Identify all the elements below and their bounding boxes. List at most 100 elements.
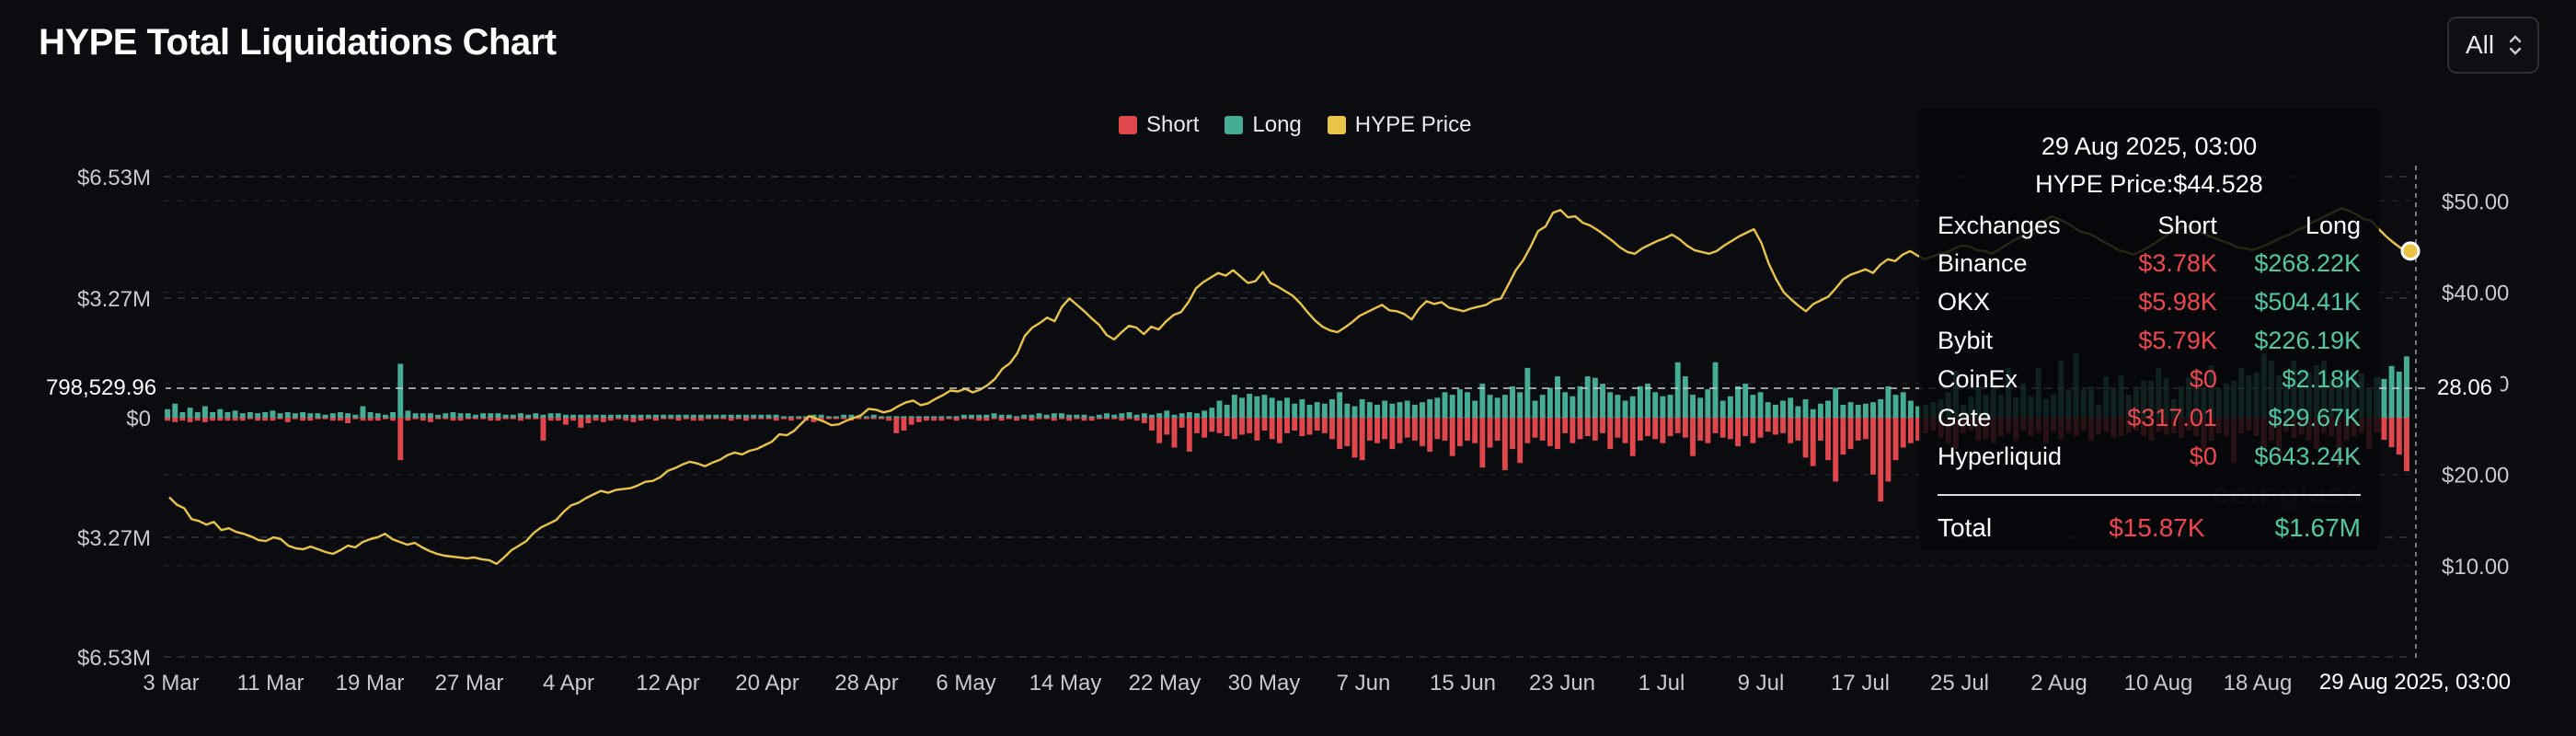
- tooltip-row: Bybit $5.79K $226.19K: [1938, 321, 2361, 360]
- long-bar: [1637, 385, 1643, 418]
- y-left-tick-label: $3.27M: [77, 287, 151, 312]
- y-left-tick-label: $0: [126, 407, 151, 431]
- long-bar: [1074, 414, 1080, 418]
- long-bar: [1600, 384, 1605, 418]
- x-tick-label: 19 Mar: [336, 671, 405, 696]
- short-bar: [1111, 418, 1118, 420]
- short-bar: [1397, 418, 1403, 443]
- long-bar: [1645, 384, 1650, 418]
- long-bar: [1202, 410, 1208, 418]
- long-bar: [1247, 393, 1253, 418]
- tooltip-long: $29.67K: [2268, 403, 2361, 431]
- short-bar: [1570, 418, 1576, 443]
- short-bar: [329, 418, 336, 421]
- long-bar: [848, 414, 855, 418]
- long-bar: [1555, 376, 1560, 418]
- short-bar: [1667, 418, 1673, 437]
- short-bar: [1555, 418, 1560, 450]
- short-bar: [502, 418, 509, 420]
- short-bar: [255, 418, 261, 421]
- short-bar: [352, 418, 359, 420]
- long-bar: [1780, 400, 1786, 418]
- short-bar: [1292, 418, 1298, 431]
- short-bar: [600, 418, 606, 422]
- short-bar: [555, 418, 561, 421]
- x-tick-label: 9 Jul: [1738, 671, 1785, 696]
- time-range-select[interactable]: All: [2447, 17, 2539, 74]
- short-bar: [1029, 418, 1035, 421]
- short-bar: [217, 418, 224, 421]
- tooltip-long: $268.22K: [2254, 248, 2361, 277]
- tooltip-row: OKX $5.98K $504.41K: [1938, 282, 2361, 321]
- short-bar: [179, 418, 186, 421]
- short-bar: [720, 418, 727, 420]
- long-bar: [1269, 397, 1275, 418]
- short-bar: [1539, 418, 1546, 441]
- short-bar: [547, 418, 554, 421]
- short-bar: [367, 418, 374, 421]
- long-bar: [1442, 392, 1448, 418]
- short-bar: [818, 418, 824, 421]
- long-bar: [901, 416, 907, 418]
- short-bar: [2403, 418, 2409, 472]
- short-bar: [1712, 418, 1719, 433]
- long-bar: [938, 416, 945, 418]
- long-bar: [1833, 387, 1839, 418]
- legend-item-price[interactable]: HYPE Price: [1327, 112, 1471, 138]
- long-bar: [645, 414, 651, 418]
- x-tick-label: 14 May: [1029, 671, 1102, 696]
- long-bar: [615, 414, 622, 418]
- short-bar: [540, 418, 546, 441]
- long-bar: [1539, 395, 1546, 418]
- long-bar: [983, 414, 990, 418]
- short-bar: [1366, 418, 1373, 441]
- long-bar: [2388, 365, 2395, 418]
- legend-item-short[interactable]: Short: [1119, 112, 1199, 138]
- short-bar: [1239, 418, 1245, 435]
- short-bar: [270, 418, 276, 421]
- tooltip-row: Gate $317.01 $29.67K: [1938, 398, 2361, 437]
- x-tick-label: 1 Jul: [1639, 671, 1685, 696]
- short-bar: [1517, 418, 1524, 464]
- short-bar: [1119, 418, 1125, 421]
- long-bar: [1104, 413, 1110, 418]
- short-bar: [870, 418, 877, 420]
- short-bar: [1629, 418, 1636, 456]
- tooltip-total-table: Total $15.87K $1.67M: [1938, 509, 2361, 547]
- short-bar: [165, 418, 171, 421]
- long-bar: [1915, 406, 1921, 418]
- legend-item-long[interactable]: Long: [1225, 112, 1302, 138]
- long-bar: [1066, 414, 1073, 418]
- short-bar: [1600, 418, 1605, 433]
- long-bar: [931, 416, 937, 418]
- long-bar: [720, 414, 727, 418]
- long-bar: [1465, 392, 1470, 418]
- long-bar: [1524, 367, 1531, 418]
- long-bar: [1907, 400, 1914, 418]
- short-bar: [780, 418, 787, 420]
- short-bar: [1705, 418, 1711, 443]
- short-bar: [1622, 418, 1628, 443]
- long-bar: [352, 414, 359, 418]
- y-right-tick-label: $50.00: [2442, 190, 2509, 214]
- short-bar: [1817, 418, 1823, 441]
- short-bar: [1374, 418, 1380, 443]
- short-bar: [983, 418, 990, 421]
- long-bar: [1501, 395, 1508, 418]
- long-bar: [825, 416, 832, 418]
- tooltip-row: Binance $3.78K $268.22K: [1938, 244, 2361, 282]
- short-bar: [1254, 418, 1260, 441]
- price-marker: [2400, 241, 2421, 261]
- long-bar: [374, 413, 381, 418]
- tooltip-total-long: $1.67M: [2274, 513, 2361, 542]
- short-bar: [1862, 418, 1869, 440]
- long-bar: [533, 413, 539, 418]
- y-left-tick-label: $6.53M: [77, 166, 151, 190]
- long-bar: [1051, 413, 1057, 418]
- long-bar: [1705, 389, 1711, 418]
- long-bar: [1862, 403, 1869, 418]
- short-bar: [1156, 418, 1163, 443]
- long-bar: [661, 414, 667, 418]
- long-bar: [1817, 403, 1823, 418]
- short-bar: [1337, 418, 1343, 450]
